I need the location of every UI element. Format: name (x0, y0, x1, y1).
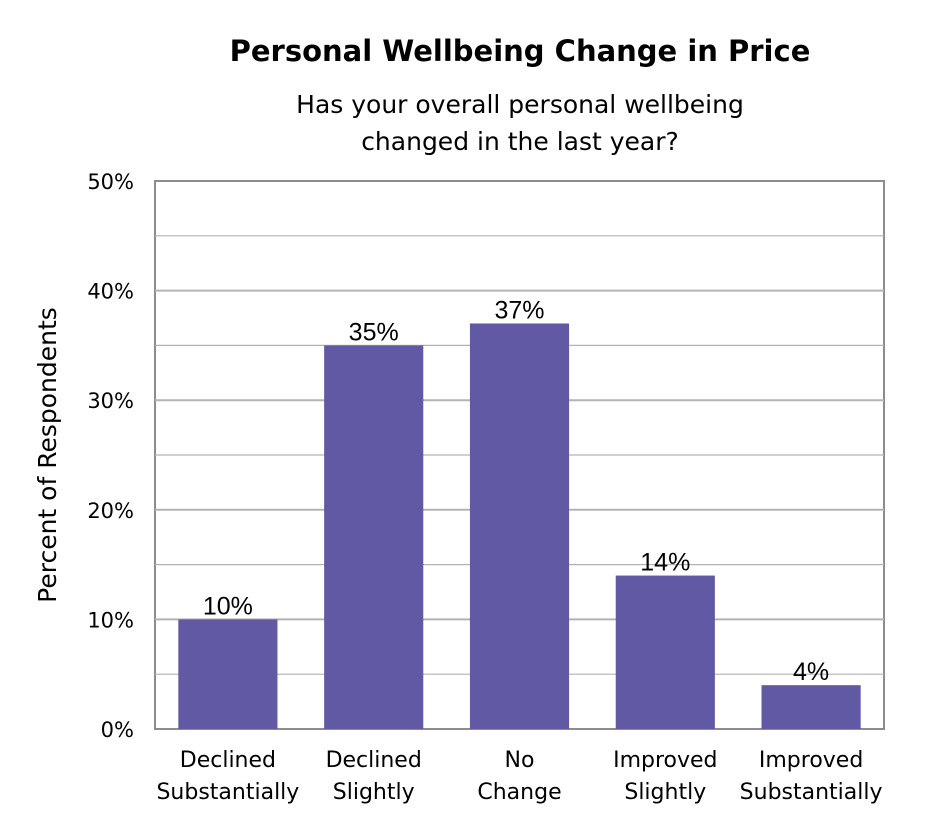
data-label: 35% (349, 318, 399, 346)
category-label: Declined (180, 748, 276, 773)
chart-subtitle-line-1: Has your overall personal wellbeing (296, 90, 744, 119)
category-label: Substantially (156, 780, 299, 805)
y-tick-label: 10% (87, 608, 134, 632)
bars (178, 323, 861, 729)
category-label: Slightly (624, 780, 706, 805)
labels: 0% 10% 20% 30% 40% 50% 10% Declined Substantiall… (87, 170, 882, 805)
data-label: 4% (793, 658, 829, 686)
bar (761, 685, 861, 729)
data-label: 14% (640, 549, 690, 577)
category-label: Improved (613, 748, 717, 773)
bar (615, 575, 715, 729)
category-label: Improved (759, 748, 863, 773)
y-axis-label: Percent of Respondents (33, 307, 62, 603)
data-label: 37% (494, 296, 544, 324)
y-tick-label: 0% (101, 718, 134, 742)
chart-subtitle-line-2: changed in the last year? (361, 127, 679, 156)
y-tick-label: 20% (87, 499, 134, 523)
category-label: Change (477, 780, 561, 805)
y-tick-label: 30% (87, 389, 134, 413)
bar (178, 619, 278, 729)
data-label: 10% (203, 592, 253, 620)
category-label: Declined (326, 748, 422, 773)
category-label: Slightly (333, 780, 415, 805)
bar (324, 345, 424, 729)
category-label: Substantially (740, 780, 883, 805)
category-label: No (505, 748, 535, 773)
bar (469, 323, 570, 729)
y-tick-label: 50% (87, 170, 134, 194)
chart-title: Personal Wellbeing Change in Price (230, 34, 811, 68)
y-tick-label: 40% (87, 280, 134, 304)
